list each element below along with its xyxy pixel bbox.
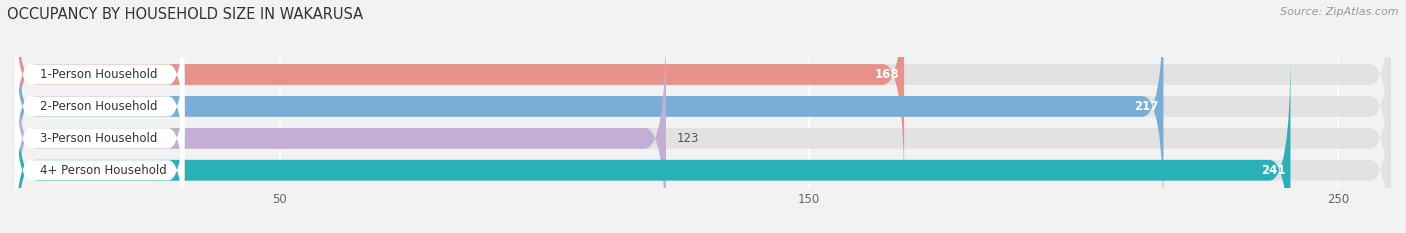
FancyBboxPatch shape	[15, 85, 184, 233]
Text: 217: 217	[1133, 100, 1159, 113]
FancyBboxPatch shape	[15, 0, 1163, 224]
FancyBboxPatch shape	[15, 0, 1391, 192]
Text: 4+ Person Household: 4+ Person Household	[41, 164, 167, 177]
FancyBboxPatch shape	[15, 0, 1391, 224]
FancyBboxPatch shape	[15, 21, 184, 192]
FancyBboxPatch shape	[15, 21, 1391, 233]
Text: 3-Person Household: 3-Person Household	[41, 132, 157, 145]
Text: 1-Person Household: 1-Person Household	[41, 68, 157, 81]
Text: OCCUPANCY BY HOUSEHOLD SIZE IN WAKARUSA: OCCUPANCY BY HOUSEHOLD SIZE IN WAKARUSA	[7, 7, 363, 22]
FancyBboxPatch shape	[15, 53, 184, 224]
FancyBboxPatch shape	[15, 53, 1291, 233]
FancyBboxPatch shape	[15, 0, 184, 160]
FancyBboxPatch shape	[15, 0, 904, 192]
Text: 123: 123	[676, 132, 699, 145]
FancyBboxPatch shape	[15, 21, 666, 233]
Text: 2-Person Household: 2-Person Household	[41, 100, 157, 113]
Text: 241: 241	[1261, 164, 1285, 177]
Text: Source: ZipAtlas.com: Source: ZipAtlas.com	[1281, 7, 1399, 17]
FancyBboxPatch shape	[15, 53, 1391, 233]
Text: 168: 168	[875, 68, 898, 81]
